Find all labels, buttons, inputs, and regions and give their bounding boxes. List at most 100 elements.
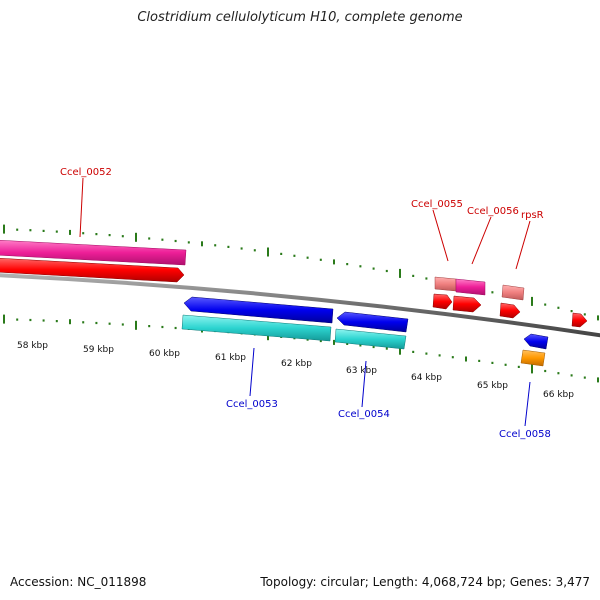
reverse-tick-2 xyxy=(29,318,32,322)
map-title: Clostridium cellulolyticum H10, complete… xyxy=(137,10,463,25)
reverse-tick-6 xyxy=(82,321,85,324)
forward-tick-42 xyxy=(557,306,560,309)
gene-ccel-0056-pink-feature[interactable] xyxy=(455,278,486,296)
gene-rpsr-cds-feature[interactable] xyxy=(499,302,521,319)
leader-line-ccel-0055 xyxy=(432,209,449,262)
reverse-tick-0 xyxy=(3,314,5,324)
gene-rpsr-salmon-feature[interactable] xyxy=(501,284,525,301)
reverse-tick-27 xyxy=(359,344,362,347)
forward-tick-1 xyxy=(16,228,19,231)
forward-tick-12 xyxy=(161,238,164,241)
forward-tick-11 xyxy=(148,237,151,240)
gene-label-ccel-0058[interactable]: Ccel_0058 xyxy=(499,429,551,440)
reverse-tick-25 xyxy=(333,339,335,345)
forward-tick-25 xyxy=(333,259,335,265)
tick-label-58kbp: 58 kbp xyxy=(17,341,48,351)
forward-tick-28 xyxy=(372,267,375,270)
reverse-tick-5 xyxy=(69,319,71,325)
forward-tick-5 xyxy=(69,229,71,235)
genome-summary-label: Topology: circular; Length: 4,068,724 bp… xyxy=(260,575,590,589)
forward-tick-32 xyxy=(425,277,428,280)
forward-tick-14 xyxy=(187,241,190,244)
reverse-tick-11 xyxy=(148,325,151,328)
forward-tick-31 xyxy=(412,274,415,277)
gene-ccel-0056-cds-feature[interactable] xyxy=(452,295,482,313)
gene-ccel-0052-cds-feature[interactable] xyxy=(0,258,185,283)
reverse-tick-31 xyxy=(412,350,415,353)
reverse-tick-33 xyxy=(438,354,441,357)
leader-line-ccel-0052 xyxy=(79,177,84,238)
forward-tick-37 xyxy=(491,291,494,294)
gene-downstream-cds-feature[interactable] xyxy=(571,312,588,328)
leader-line-ccel-0058 xyxy=(524,381,531,427)
tick-label-66kbp: 66 kbp xyxy=(543,390,574,400)
forward-tick-22 xyxy=(293,254,296,257)
gene-ccel-0055-salmon-feature[interactable] xyxy=(434,276,457,292)
reverse-tick-34 xyxy=(451,356,454,359)
gene-ccel-0053-cyan-feature[interactable] xyxy=(181,314,332,342)
reverse-tick-9 xyxy=(121,323,124,326)
reverse-tick-36 xyxy=(478,359,481,362)
gene-ccel-0054-cyan-feature[interactable] xyxy=(334,328,407,350)
forward-tick-18 xyxy=(240,247,243,250)
forward-tick-17 xyxy=(227,245,230,248)
tick-label-60kbp: 60 kbp xyxy=(149,349,180,359)
tick-label-63kbp: 63 kbp xyxy=(346,366,377,376)
tick-label-61kbp: 61 kbp xyxy=(215,353,246,363)
gene-ccel-0054-cds-feature[interactable] xyxy=(336,311,409,333)
accession-label: Accession: NC_011898 xyxy=(10,575,147,589)
forward-tick-30 xyxy=(399,268,401,278)
reverse-gene-labels: Ccel_0053 Ccel_0054 Ccel_0058 xyxy=(226,347,551,440)
forward-tick-21 xyxy=(280,252,283,255)
gene-ccel-0058-cds-feature[interactable] xyxy=(523,333,549,350)
reverse-tick-41 xyxy=(544,369,547,373)
axis-tick-labels: 58 kbp 59 kbp 60 kbp 61 kbp 62 kbp 63 kb… xyxy=(17,341,574,400)
forward-tick-40 xyxy=(531,296,533,306)
forward-tick-44 xyxy=(583,313,586,316)
gene-label-ccel-0055[interactable]: Ccel_0055 xyxy=(411,199,463,210)
reverse-tick-35 xyxy=(465,356,467,362)
gene-label-ccel-0052[interactable]: Ccel_0052 xyxy=(60,167,112,178)
reverse-tick-7 xyxy=(95,321,98,325)
forward-tick-6 xyxy=(82,232,85,235)
gene-label-ccel-0053[interactable]: Ccel_0053 xyxy=(226,399,278,410)
reverse-tick-38 xyxy=(504,363,507,366)
reverse-tick-8 xyxy=(108,322,111,325)
forward-gene-labels: Ccel_0052 Ccel_0055 Ccel_0056 rpsR xyxy=(60,167,544,270)
tick-label-64kbp: 64 kbp xyxy=(411,373,442,383)
gene-ccel-0058-orange-feature[interactable] xyxy=(520,349,546,367)
forward-tick-7 xyxy=(95,233,98,236)
forward-tick-41 xyxy=(544,303,547,306)
reverse-tick-3 xyxy=(42,319,45,322)
gene-ccel-0053-cds-feature[interactable] xyxy=(183,296,334,324)
forward-tick-8 xyxy=(108,234,111,237)
reverse-tick-30 xyxy=(399,345,401,355)
forward-tick-26 xyxy=(346,263,349,266)
genome-backbone xyxy=(0,273,600,338)
tick-label-65kbp: 65 kbp xyxy=(477,381,508,391)
forward-tick-10 xyxy=(135,232,137,242)
forward-tick-16 xyxy=(214,244,217,247)
reverse-tick-4 xyxy=(55,320,58,323)
reverse-tick-43 xyxy=(570,374,573,377)
reverse-tick-37 xyxy=(491,361,494,364)
reverse-tick-13 xyxy=(174,326,177,330)
reverse-tick-44 xyxy=(583,376,586,379)
reverse-tick-39 xyxy=(517,365,520,368)
gene-label-ccel-0056[interactable]: Ccel_0056 xyxy=(467,206,519,217)
leader-line-ccel-0056 xyxy=(471,216,492,265)
forward-tick-3 xyxy=(42,229,45,232)
reverse-tick-29 xyxy=(385,347,388,350)
reverse-tick-45 xyxy=(597,377,599,383)
forward-tick-20 xyxy=(267,247,269,257)
reverse-tick-28 xyxy=(372,345,375,349)
reverse-tick-1 xyxy=(16,318,19,321)
gene-label-ccel-0054[interactable]: Ccel_0054 xyxy=(338,409,390,420)
gene-ccel-0055-cds-feature[interactable] xyxy=(432,293,453,310)
gene-label-rpsr[interactable]: rpsR xyxy=(521,210,544,221)
gene-ccel-0052-pink-feature[interactable] xyxy=(0,240,187,266)
reverse-tick-24 xyxy=(319,339,322,343)
forward-tick-43 xyxy=(570,310,573,313)
forward-tick-27 xyxy=(359,265,362,268)
